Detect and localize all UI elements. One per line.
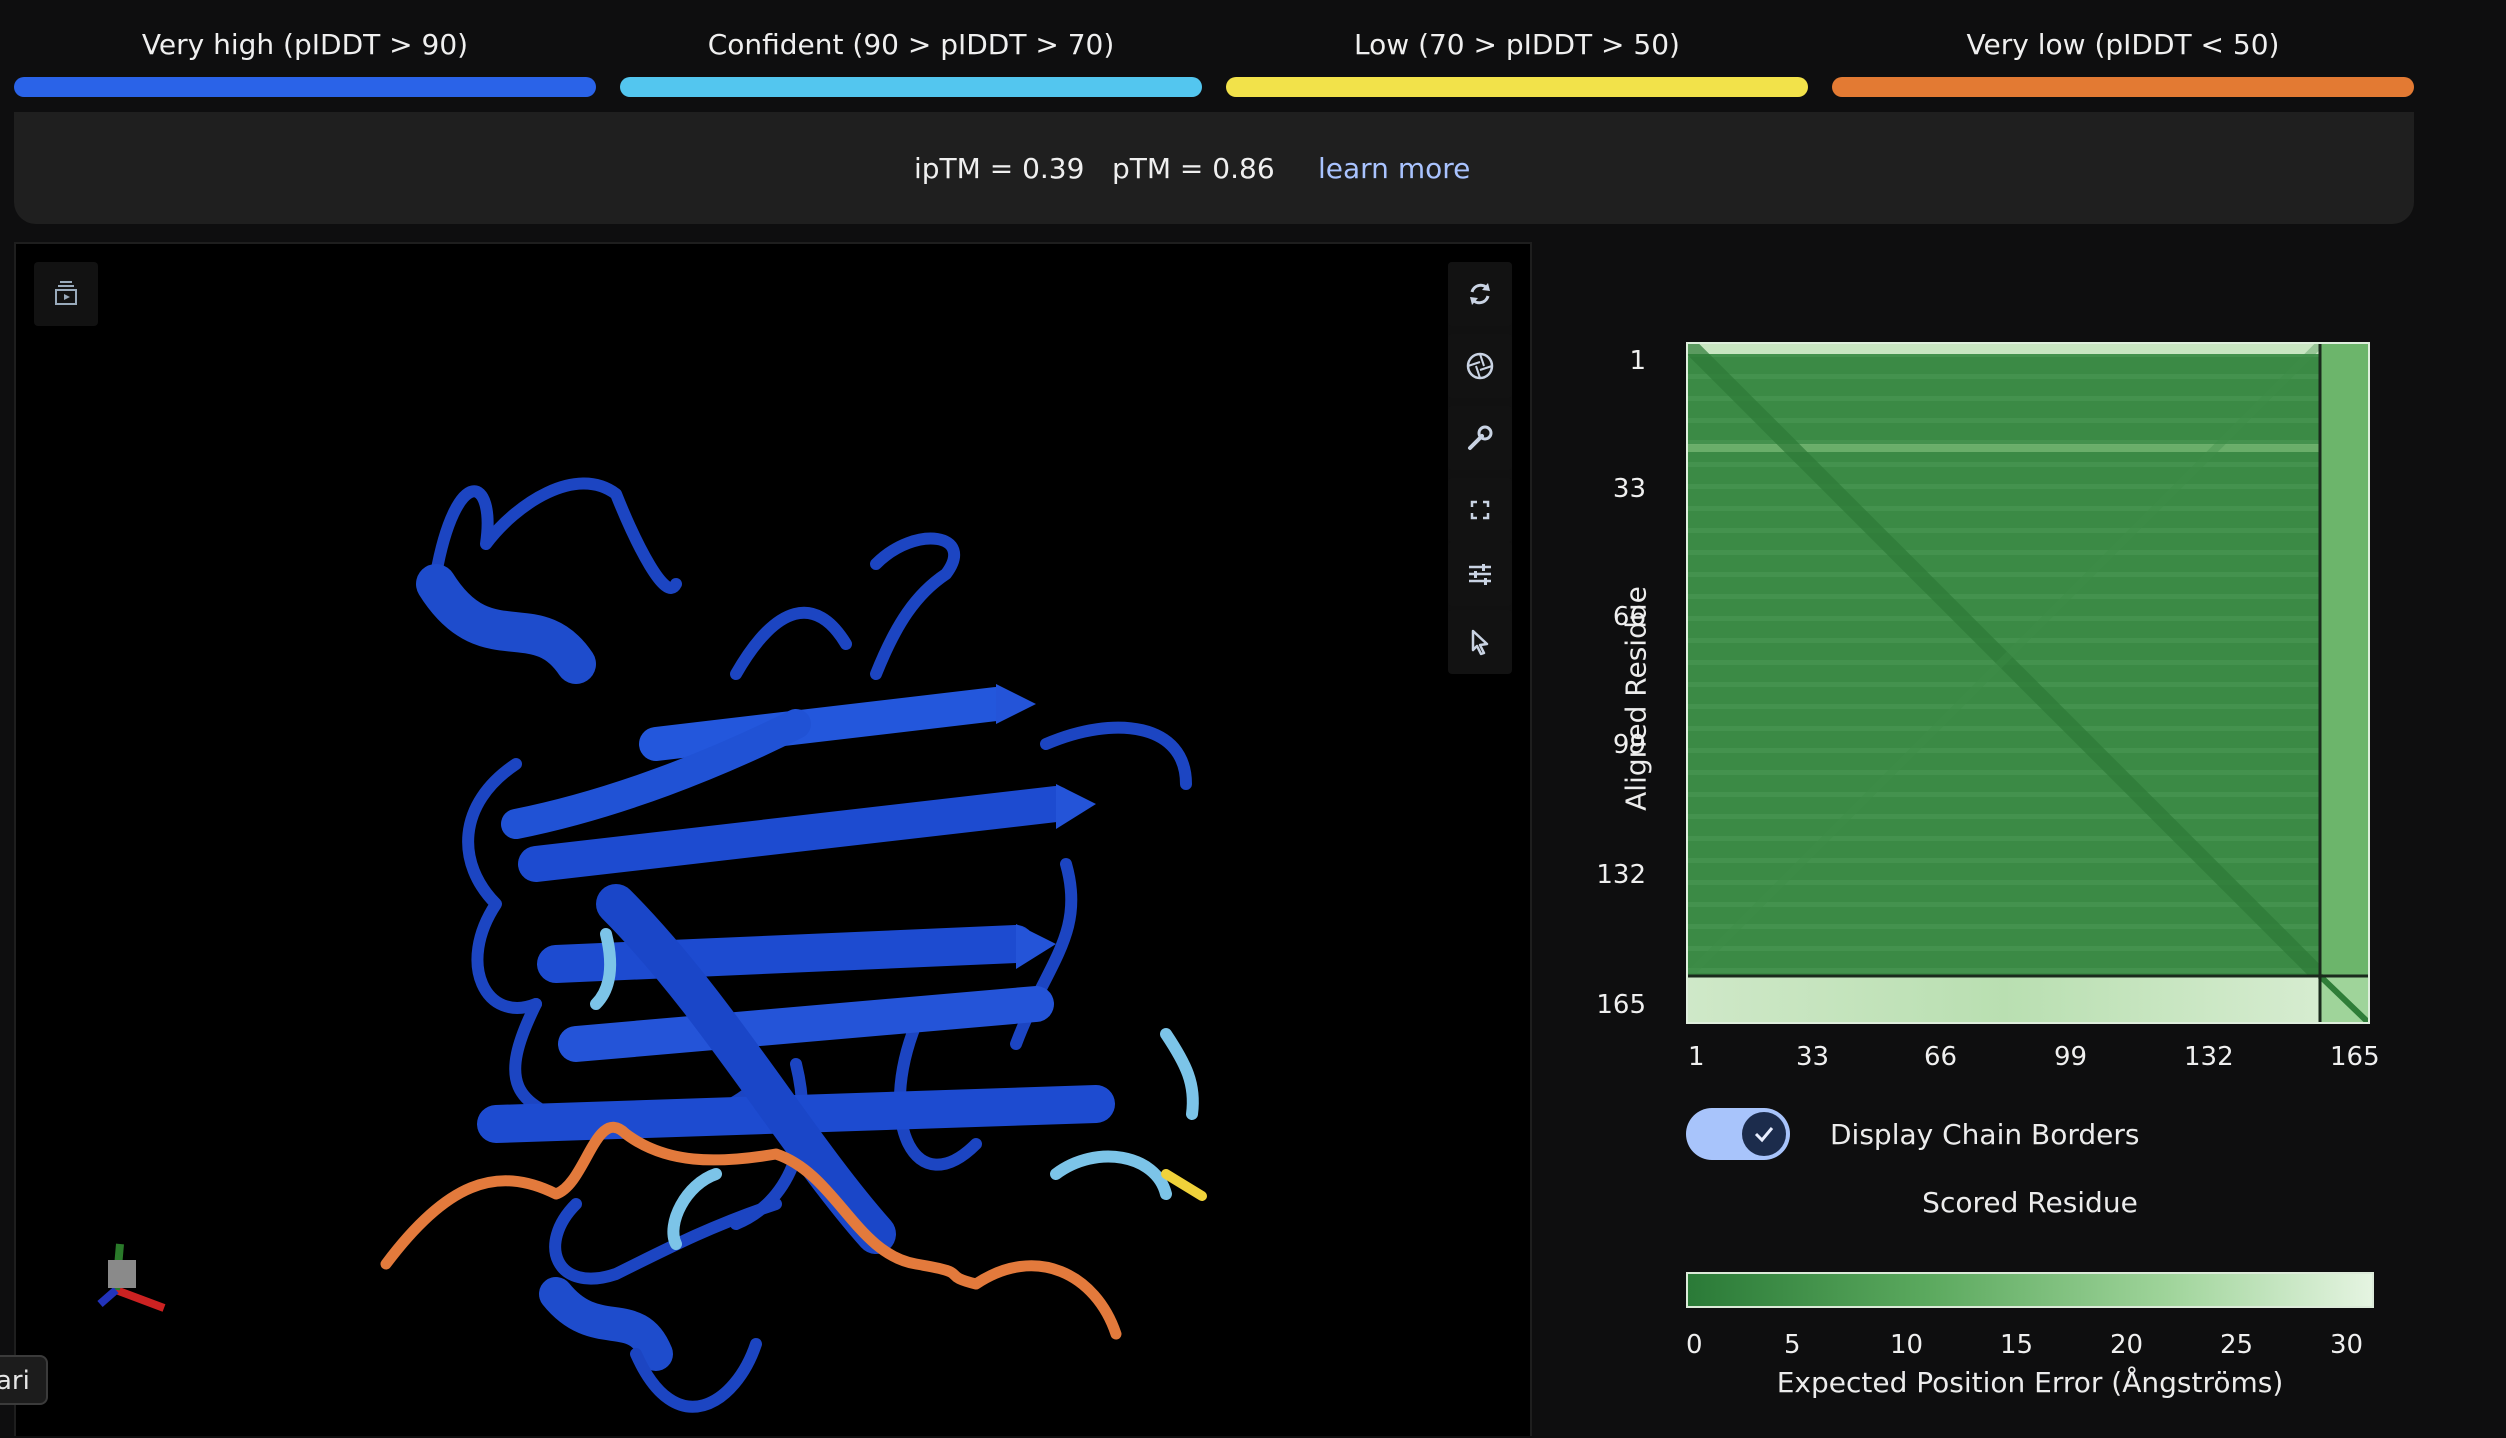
x-tick: 165: [2330, 1042, 2380, 1072]
camera-shutter-icon[interactable]: [1448, 334, 1512, 398]
colorbar-tick: 30: [2330, 1330, 2364, 1360]
x-tick: 132: [2184, 1042, 2234, 1072]
x-tick: 99: [2054, 1042, 2088, 1072]
colorbar-tick: 10: [1890, 1330, 1924, 1360]
colorbar-tick: 0: [1686, 1330, 1703, 1360]
colorbar-tick: 5: [1784, 1330, 1801, 1360]
structure-viewer[interactable]: [14, 242, 1532, 1436]
colorbar: [1686, 1272, 2374, 1308]
legend-label: Very high (pIDDT > 90): [141, 28, 469, 61]
rotate-icon[interactable]: [1448, 262, 1512, 326]
fullscreen-icon[interactable]: [1448, 478, 1512, 542]
pae-heatmap[interactable]: [1686, 342, 2370, 1024]
sliders-icon[interactable]: [1448, 542, 1512, 606]
ptm-value: pTM = 0.86: [1112, 152, 1275, 185]
y-tick: 132: [1596, 860, 1646, 890]
legend-color-bar: [1226, 77, 1808, 97]
legend-color-bar: [14, 77, 596, 97]
toggle-label: Display Chain Borders: [1830, 1118, 2140, 1151]
wrench-icon[interactable]: [1448, 406, 1512, 470]
legend-very-low: Very low (pIDDT < 50): [1832, 28, 2414, 100]
colorbar-tick: 25: [2220, 1330, 2254, 1360]
plddt-legend: Very high (pIDDT > 90) Confident (90 > p…: [14, 28, 2414, 100]
y-tick: 66: [1612, 602, 1646, 632]
legend-label: Low (70 > pIDDT > 50): [1354, 28, 1680, 61]
iptm-value: ipTM = 0.39: [914, 152, 1085, 185]
legend-color-bar: [1832, 77, 2414, 97]
y-tick: 1: [1629, 346, 1646, 376]
x-tick: 66: [1924, 1042, 1958, 1072]
cursor-icon[interactable]: [1448, 610, 1512, 674]
x-tick: 33: [1796, 1042, 1830, 1072]
legend-label: Confident (90 > pIDDT > 70): [707, 28, 1115, 61]
tooltip: ari: [0, 1355, 48, 1405]
axis-gizmo: [97, 1243, 166, 1312]
colorbar-title: Expected Position Error (Ångströms): [1776, 1366, 2284, 1399]
protein-structure-render[interactable]: [16, 244, 1534, 1438]
x-axis-title: Scored Residue: [1922, 1186, 2138, 1219]
colorbar-tick: 20: [2110, 1330, 2144, 1360]
animation-panel-icon[interactable]: [34, 262, 98, 326]
colorbar-tick: 15: [2000, 1330, 2034, 1360]
y-tick: 99: [1612, 730, 1646, 760]
display-chain-borders-toggle[interactable]: [1686, 1108, 1790, 1160]
viewer-toolbar: [1448, 262, 1512, 674]
x-tick: 1: [1688, 1042, 1705, 1072]
confidence-metrics-panel: ipTM = 0.39 pTM = 0.86 learn more: [14, 112, 2414, 224]
legend-color-bar: [620, 77, 1202, 97]
y-tick: 33: [1612, 474, 1646, 504]
legend-very-high: Very high (pIDDT > 90): [14, 28, 596, 100]
learn-more-link[interactable]: learn more: [1318, 152, 1471, 185]
legend-label: Very low (pIDDT < 50): [1966, 28, 2280, 61]
pae-plot: Aligned Residue 1 33 66 99 132 165: [1560, 300, 2506, 1436]
legend-confident: Confident (90 > pIDDT > 70): [620, 28, 1202, 100]
y-tick: 165: [1596, 990, 1646, 1020]
check-icon: [1742, 1112, 1786, 1156]
legend-low: Low (70 > pIDDT > 50): [1226, 28, 1808, 100]
